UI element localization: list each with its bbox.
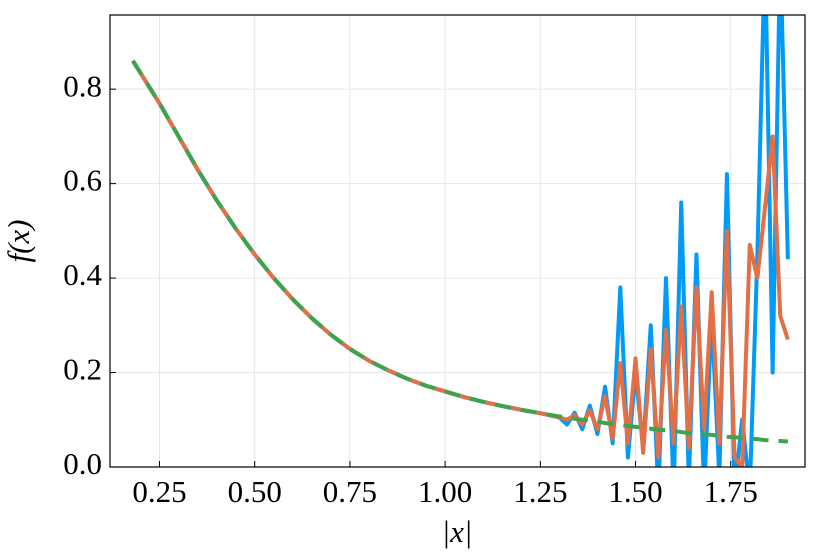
x-axis-label: |x| <box>442 514 473 549</box>
x-tick-label: 1.00 <box>418 474 472 509</box>
x-tick-label: 0.50 <box>228 474 282 509</box>
line-series <box>131 59 790 467</box>
x-tick-label: 1.50 <box>608 474 662 509</box>
y-tick-label: 0.4 <box>63 257 102 292</box>
y-tick-label: 0.2 <box>63 352 102 387</box>
x-tick-label: 0.75 <box>323 474 377 509</box>
x-tick-label: 1.75 <box>704 474 758 509</box>
y-tick-label: 0.0 <box>63 446 102 481</box>
x-tick-label: 1.25 <box>513 474 567 509</box>
y-tick-label: 0.6 <box>63 163 102 198</box>
plot-area <box>131 15 790 467</box>
y-tick-label: 0.8 <box>63 68 102 103</box>
line-series <box>131 59 788 444</box>
plot-frame <box>109 14 806 468</box>
y-axis-label: f(x) <box>1 219 36 262</box>
x-tick-label: 0.25 <box>132 474 186 509</box>
